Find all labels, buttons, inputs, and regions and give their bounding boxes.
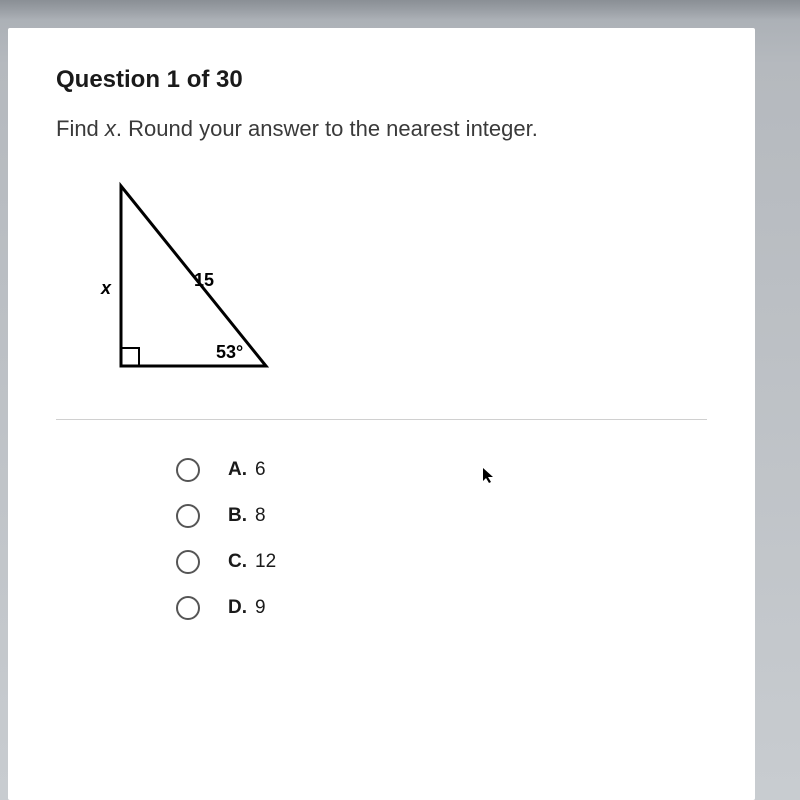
svg-text:53°: 53° [216, 342, 243, 362]
option-value: 9 [255, 597, 266, 619]
option-value: 8 [255, 505, 266, 527]
option-b[interactable]: B. 8 [176, 504, 707, 528]
radio-button[interactable] [176, 504, 200, 528]
triangle-figure: x 15 53° [66, 176, 707, 391]
radio-button[interactable] [176, 458, 200, 482]
divider [56, 419, 707, 420]
option-letter: A. [228, 459, 247, 481]
option-value: 12 [255, 551, 276, 573]
option-a[interactable]: A. 6 [176, 458, 707, 482]
question-prompt: Find x. Round your answer to the nearest… [56, 116, 707, 142]
answer-options: A. 6 B. 8 C. 12 D. 9 [176, 458, 707, 620]
option-value: 6 [255, 459, 266, 481]
question-number: Question 1 of 30 [56, 66, 707, 94]
question-card: Question 1 of 30 Find x. Round your answ… [8, 28, 755, 800]
option-letter: D. [228, 597, 247, 619]
svg-text:x: x [100, 278, 112, 298]
option-letter: C. [228, 551, 247, 573]
option-d[interactable]: D. 9 [176, 596, 707, 620]
svg-text:15: 15 [194, 270, 214, 290]
radio-button[interactable] [176, 550, 200, 574]
radio-button[interactable] [176, 596, 200, 620]
triangle-svg: x 15 53° [66, 176, 296, 386]
option-c[interactable]: C. 12 [176, 550, 707, 574]
option-letter: B. [228, 505, 247, 527]
